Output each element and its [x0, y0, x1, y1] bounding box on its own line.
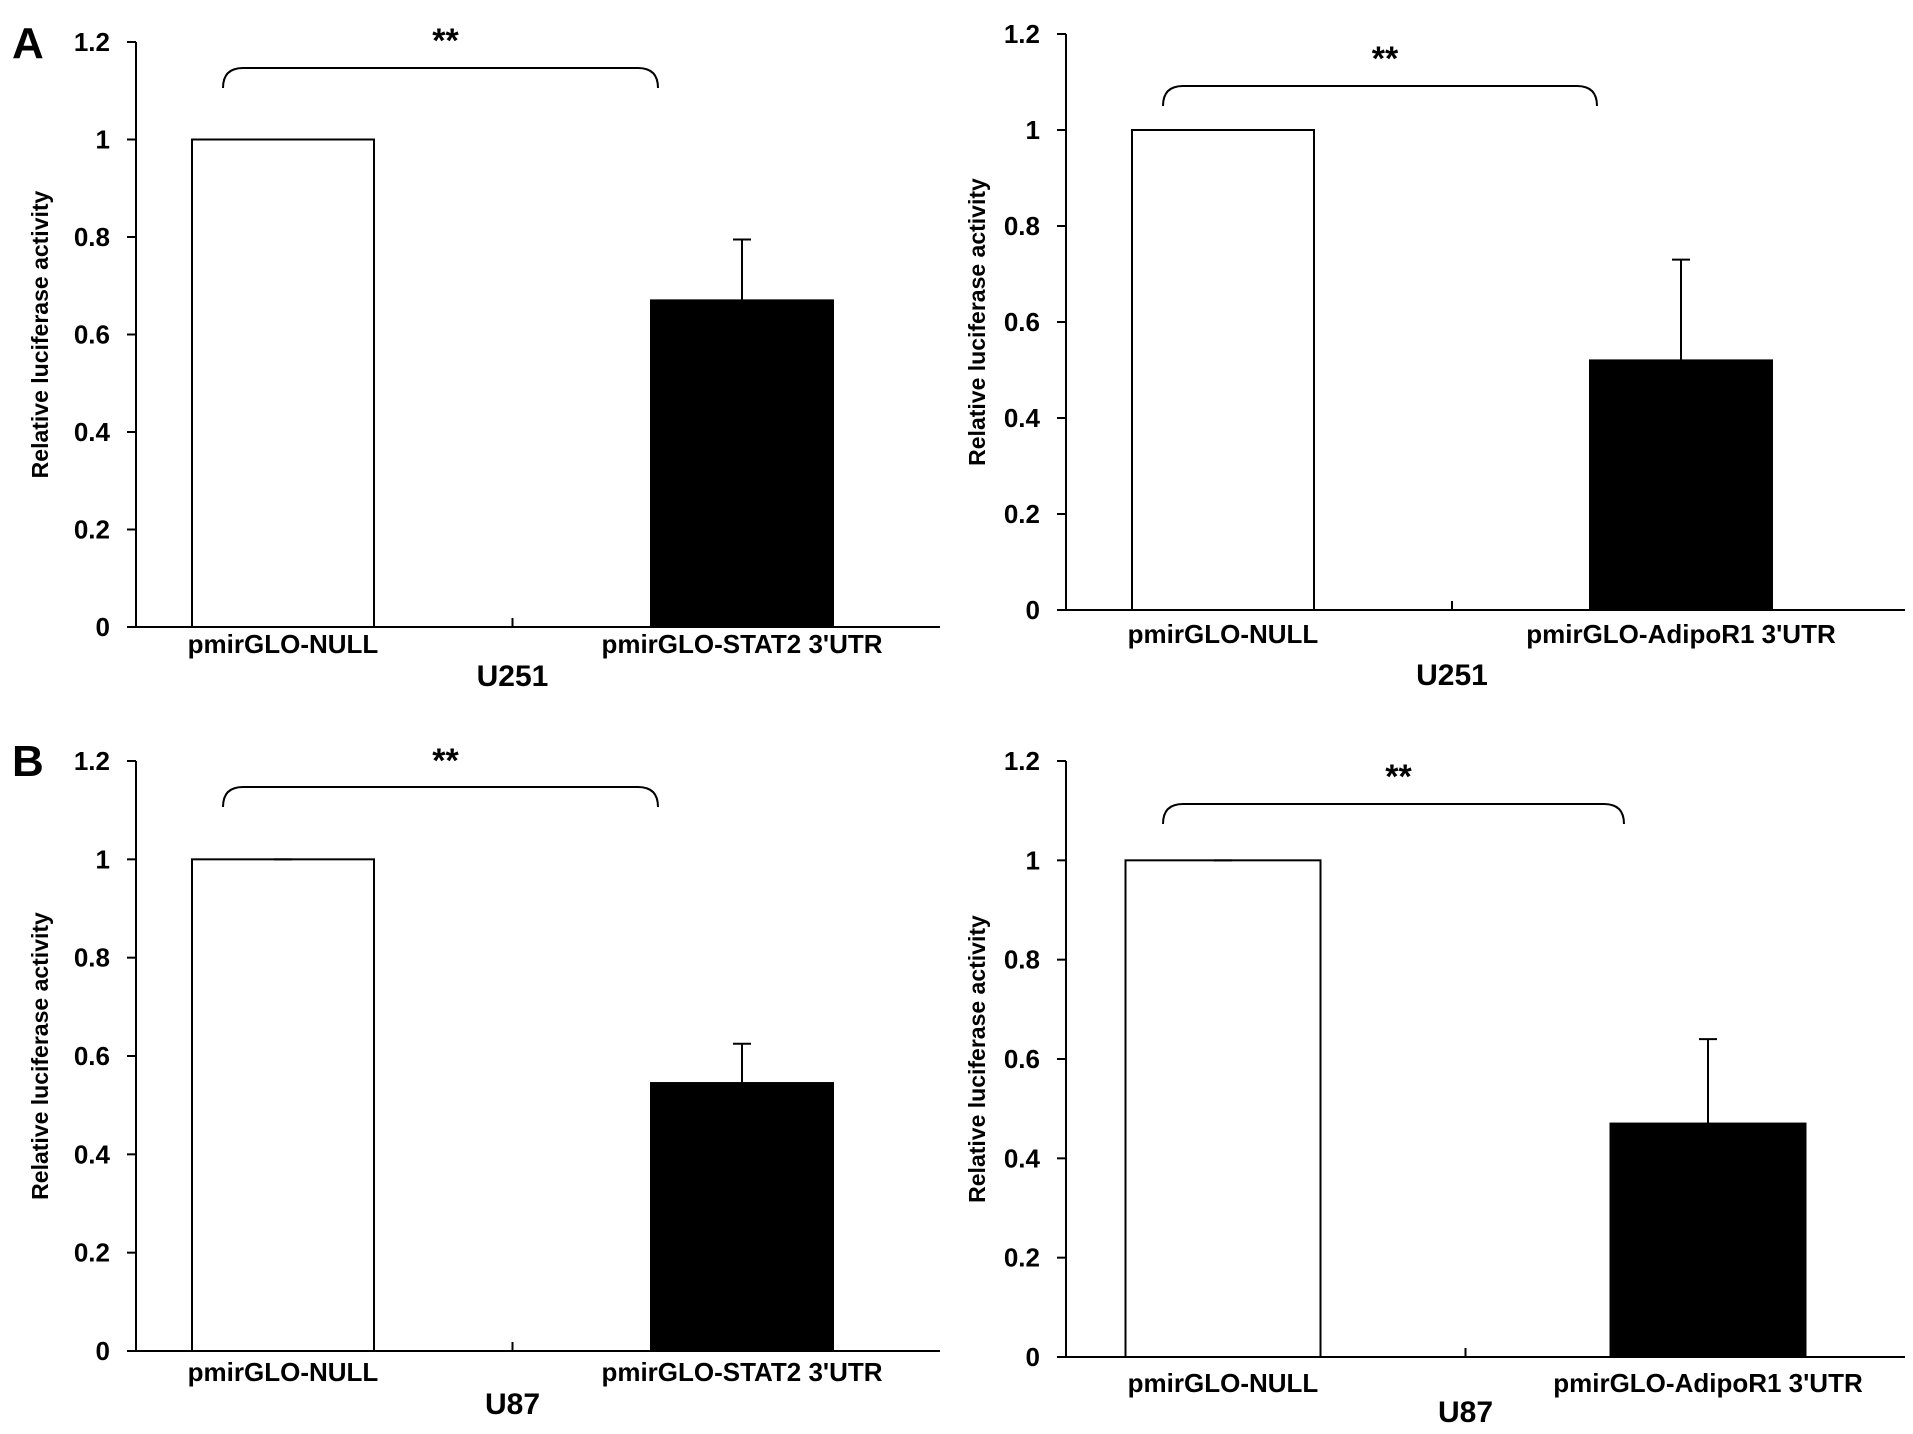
panel-letter-a: A — [12, 19, 44, 68]
category-label: pmirGLO-STAT2 3'UTR — [601, 1357, 882, 1387]
y-tick-label: 0.6 — [74, 1041, 110, 1071]
category-label: pmirGLO-NULL — [188, 1357, 379, 1387]
bar — [1589, 359, 1773, 611]
significance-bracket — [222, 67, 659, 89]
significance-label: ** — [1372, 40, 1399, 78]
y-tick-label: 1 — [96, 125, 110, 155]
significance-bracket — [1162, 803, 1625, 825]
x-axis-title: U87 — [485, 1388, 540, 1421]
y-tick-label: 1.2 — [74, 27, 110, 57]
x-axis-title: U251 — [477, 660, 549, 693]
y-tick-label: 0.8 — [74, 222, 110, 252]
x-axis-title: U87 — [1438, 1396, 1493, 1429]
bar — [1124, 859, 1322, 1358]
y-tick-label: 0.4 — [1004, 403, 1041, 433]
bar — [650, 1082, 834, 1352]
chart-u87-adipor1: 0 0.2 0.4 0.6 0.8 1 1.2 pmirGLO-NULL pmirGLO-Adi… — [964, 746, 1905, 1429]
category-label: pmirGLO-NULL — [1128, 619, 1319, 649]
panel-letter-b: B — [12, 737, 44, 786]
y-axis-title: Relative luciferase activity — [27, 190, 53, 478]
y-tick-label: 1 — [96, 844, 110, 874]
y-axis-title: Relative luciferase activity — [27, 912, 53, 1200]
category-label: pmirGLO-AdipoR1 3'UTR — [1526, 619, 1836, 649]
chart-u251-adipor1: 0 0.2 0.4 0.6 0.8 1 1.2 pmirGLO-NULL pmirGLO-Adi… — [964, 19, 1905, 692]
significance-label: ** — [432, 742, 459, 780]
y-tick-label: 0.6 — [1004, 1044, 1040, 1074]
y-tick-label: 0.2 — [1004, 1243, 1040, 1273]
y-axis-title: Relative luciferase activity — [964, 915, 990, 1203]
y-tick-label: 1.2 — [74, 746, 110, 776]
y-tick-label: 0 — [1026, 1342, 1040, 1372]
y-tick-label: 0.8 — [74, 943, 110, 973]
y-tick-label: 0.6 — [74, 320, 110, 350]
y-tick-label: 0.2 — [74, 515, 110, 545]
bar — [1609, 1122, 1807, 1358]
y-tick-label: 0 — [96, 612, 110, 642]
category-label: pmirGLO-NULL — [188, 629, 379, 659]
chart-u87-stat2: 0 0.2 0.4 0.6 0.8 1 1.2 pmirGLO-NULL pmirGLO-STA… — [27, 742, 940, 1421]
chart-u251-stat2: 0 0.2 0.4 0.6 0.8 1 1.2 pmirGLO-NULL pmirGLO-STA… — [27, 22, 940, 693]
y-tick-label: 0.2 — [74, 1238, 110, 1268]
y-tick-label: 1.2 — [1004, 746, 1040, 776]
y-tick-label: 0.6 — [1004, 307, 1040, 337]
significance-label: ** — [1385, 758, 1412, 796]
significance-bracket — [1162, 85, 1598, 107]
y-axis-title: Relative luciferase activity — [964, 178, 990, 466]
x-axis-title: U251 — [1416, 659, 1488, 692]
y-tick-label: 0 — [1026, 595, 1040, 625]
y-tick-label: 0 — [96, 1336, 110, 1366]
bar — [191, 858, 375, 1352]
y-tick-label: 1 — [1026, 845, 1040, 875]
category-label: pmirGLO-AdipoR1 3'UTR — [1553, 1368, 1863, 1398]
y-tick-label: 0.4 — [74, 417, 111, 447]
bar — [191, 138, 375, 628]
significance-label: ** — [432, 22, 459, 60]
y-tick-label: 0.4 — [74, 1139, 111, 1169]
bar — [650, 299, 834, 628]
y-tick-label: 1 — [1026, 115, 1040, 145]
y-tick-label: 0.8 — [1004, 945, 1040, 975]
y-tick-label: 0.2 — [1004, 499, 1040, 529]
y-tick-label: 0.8 — [1004, 211, 1040, 241]
bar — [1131, 129, 1315, 611]
y-tick-label: 0.4 — [1004, 1143, 1041, 1173]
category-label: pmirGLO-STAT2 3'UTR — [601, 629, 882, 659]
y-tick-label: 1.2 — [1004, 19, 1040, 49]
category-label: pmirGLO-NULL — [1128, 1368, 1319, 1398]
significance-bracket — [222, 786, 659, 808]
